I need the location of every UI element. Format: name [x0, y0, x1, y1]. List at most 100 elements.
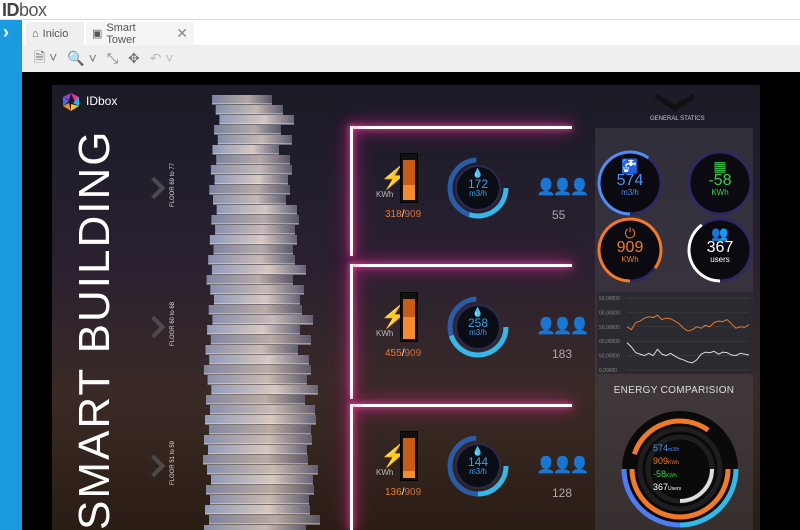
building-floor — [208, 445, 307, 454]
energy-battery-gauge — [400, 153, 418, 203]
energy-max: 909 — [404, 348, 422, 359]
building-floor — [210, 285, 304, 294]
dashboard-title: SMART BUILDING — [70, 129, 119, 530]
zoom-icon[interactable]: 🔍 ˅ — [67, 50, 97, 66]
building-floor — [209, 355, 309, 364]
home-icon: ⌂ — [32, 27, 39, 40]
series-line-1 — [626, 342, 750, 364]
neon-line — [350, 404, 353, 530]
building-floor — [209, 515, 320, 524]
chevron-right-icon[interactable] — [142, 176, 166, 200]
stat-reading: ▦ -58 KWh — [686, 159, 754, 197]
water-unit: m3/h — [469, 467, 487, 476]
water-drop-icon: 💧 — [472, 446, 484, 456]
building-floor — [213, 195, 286, 204]
series-line-0 — [626, 314, 750, 332]
building-floor — [209, 425, 311, 434]
stat-reading: 👥 367 users — [686, 226, 754, 264]
chevron-right-icon[interactable] — [142, 315, 166, 339]
energy-comparison-title: ENERGY COMPARISION — [613, 385, 735, 396]
building-floor — [209, 185, 290, 194]
undo-icon[interactable]: ↶ ˅ — [149, 50, 174, 66]
energy-max: 909 — [404, 487, 422, 498]
building-floor — [210, 335, 311, 344]
stat-value: -58 — [708, 172, 732, 189]
stat-unit: KWh — [711, 188, 729, 197]
stat-gauge — [597, 217, 663, 283]
tab-inicio[interactable]: ⌂ Inicio — [26, 22, 84, 45]
energy-battery-gauge — [400, 431, 418, 481]
people-count: 183 — [552, 347, 573, 361]
tab-smart-tower[interactable]: ▣ Smart Tower ✕ — [86, 21, 194, 46]
logo-rest: box — [19, 0, 47, 20]
neon-line — [350, 126, 353, 256]
building-floor — [211, 265, 306, 274]
tab-label: Smart Tower — [106, 21, 136, 46]
faucet-icon: 🚰 — [621, 158, 639, 174]
app-header: IDbox — [0, 0, 800, 20]
building-floor — [204, 435, 312, 444]
building-floor — [219, 115, 294, 124]
energy-reading: 318/909 — [385, 209, 422, 220]
energy-unit: KWh — [376, 190, 394, 199]
sidebar: › — [0, 20, 22, 530]
energy-unit: KWh — [376, 468, 394, 477]
close-icon[interactable]: ✕ — [176, 25, 188, 41]
stat-value: 574 — [616, 172, 644, 189]
building-floor — [203, 365, 311, 374]
comparison-item: 909KWh — [653, 456, 681, 469]
building-floor — [211, 475, 313, 484]
stat-value: 367 — [706, 239, 734, 256]
water-unit: m3/h — [469, 189, 487, 198]
y-tick-label: 50,00000 — [599, 354, 620, 360]
fit-icon[interactable]: ⤡ — [106, 50, 119, 66]
stat-gauge — [687, 217, 753, 283]
chevron-right-icon[interactable] — [142, 454, 166, 478]
toolbar: 🗎 ˅ 🔍 ˅ ⤡ ✥ ↶ ˅ — [22, 45, 800, 72]
ring-water — [621, 468, 681, 528]
building-floor — [212, 95, 272, 104]
building-floor — [210, 165, 292, 174]
neon-line — [350, 404, 572, 407]
building-floor — [214, 125, 281, 134]
stat-unit: m3/h — [621, 188, 639, 197]
users-icon: 👤👤👤 — [536, 457, 590, 474]
stat-reading: ⏻ 909 KWh — [596, 226, 664, 264]
building-floor — [206, 275, 293, 284]
people-count: 55 — [552, 208, 566, 222]
building-floor — [211, 215, 299, 224]
comparison-item: 574m3/h — [653, 443, 681, 456]
building-floor — [209, 235, 297, 244]
energy-battery-gauge — [400, 292, 418, 342]
floor-label: FLOOR 60 to 68 — [170, 301, 176, 346]
chevron-down-icon[interactable] — [652, 93, 698, 111]
building-floor — [206, 485, 314, 494]
line-chart: 50,00000 00,00000 50,00000 00,00000 50,00000… — [597, 292, 753, 374]
users-icon: 👤👤👤 — [536, 179, 590, 196]
neon-line — [350, 126, 572, 129]
comparison-value: -58 — [653, 469, 667, 479]
app-logo: IDbox — [2, 0, 47, 21]
building-floor — [205, 505, 310, 514]
y-tick-label: 50,00000 — [599, 325, 620, 331]
energy-used: 455 — [385, 348, 402, 359]
collapse-icon[interactable]: ✥ — [128, 50, 140, 66]
building-floor — [215, 105, 283, 114]
building-floor — [205, 415, 316, 424]
building-floor — [208, 255, 295, 264]
building-floor — [205, 345, 298, 354]
water-value: 144 — [467, 455, 489, 469]
people-count: 128 — [552, 486, 573, 500]
building-floor — [211, 385, 318, 394]
building-floor — [217, 135, 292, 144]
y-tick-label: 00,00000 — [599, 310, 620, 316]
document-icon[interactable]: 🗎 ˅ — [34, 48, 58, 65]
users-icon: 👥 — [711, 225, 729, 241]
ring-energy — [631, 418, 710, 455]
stat-unit: users — [710, 255, 730, 264]
building-floor — [208, 305, 302, 314]
building-floor — [210, 405, 315, 414]
water-value: 258 — [467, 316, 489, 330]
floor-label: FLOOR 51 to 59 — [170, 440, 176, 485]
chevron-right-icon[interactable]: › — [3, 22, 9, 42]
